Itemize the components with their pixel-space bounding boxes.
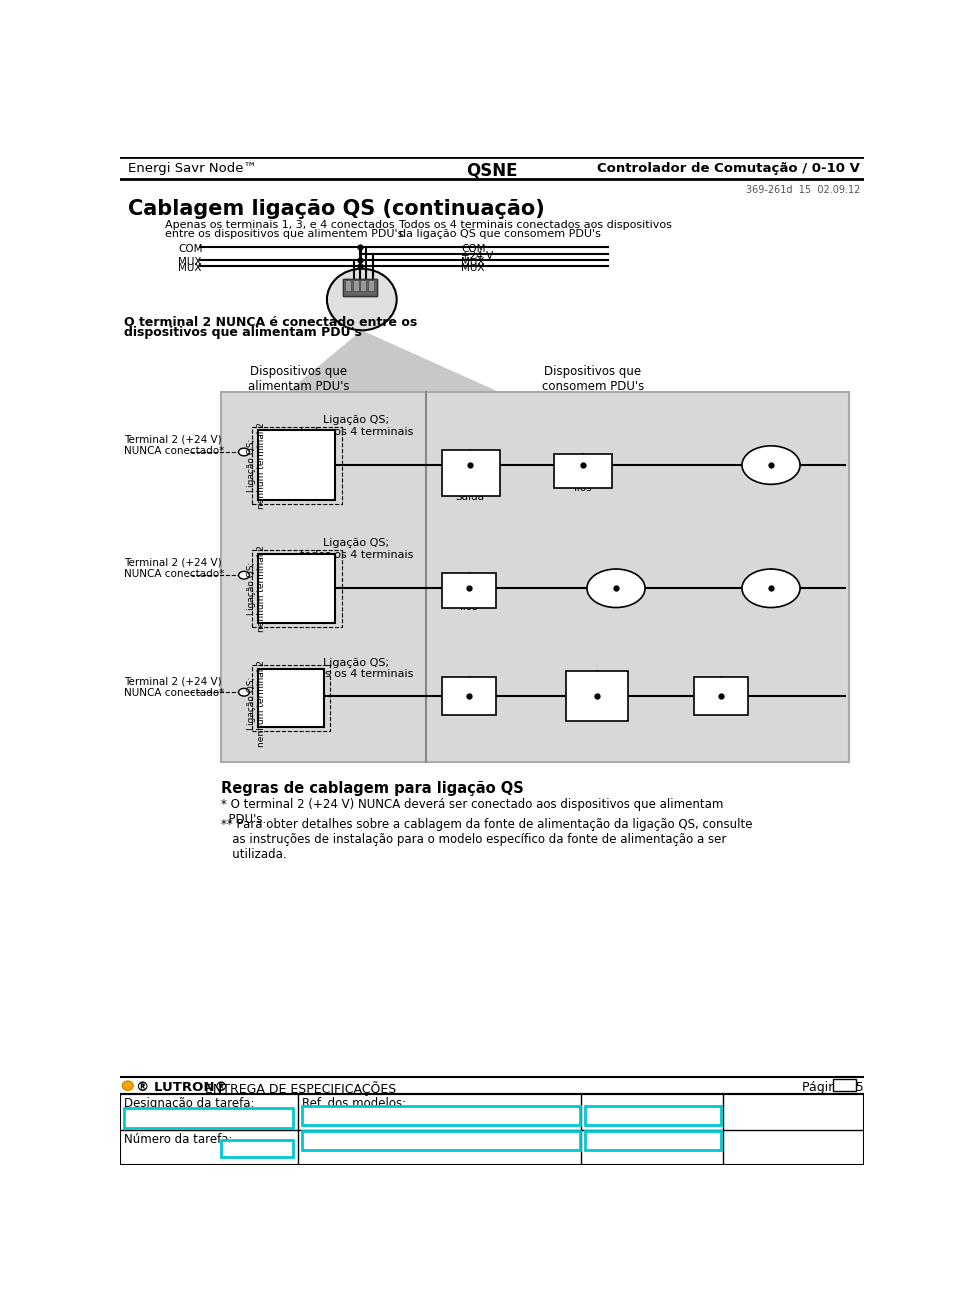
Text: 3: 3	[361, 281, 366, 291]
Bar	[368, 280, 374, 291]
Bar	[585, 1106, 721, 1124]
Text: MUX: MUX	[461, 263, 485, 274]
Text: MUX: MUX	[179, 257, 202, 267]
Bar	[368, 280, 374, 291]
Text: 3: 3	[360, 283, 366, 292]
Text: +24 V: +24 V	[461, 251, 493, 260]
Text: ** Para obter detalhes sobre a cablagem da fonte de alimentação da ligação QS, c: ** Para obter detalhes sobre a cablagem …	[221, 818, 753, 861]
Text: Ligação QS;
nenhum terminal 2: Ligação QS; nenhum terminal 2	[247, 660, 266, 747]
Bar	[345, 280, 351, 291]
Bar	[258, 431, 335, 500]
Text: Terminal 2 (+24 V)
NUNCA conectado*: Terminal 2 (+24 V) NUNCA conectado*	[124, 558, 224, 579]
Bar	[442, 573, 496, 607]
Ellipse shape	[742, 446, 800, 484]
Bar	[344, 279, 377, 296]
Text: Teclado
QS com
fios: Teclado QS com fios	[563, 459, 603, 493]
Bar	[302, 1131, 580, 1149]
Text: Interface
QS de
Entrada/
Saída: Interface QS de Entrada/ Saída	[447, 457, 493, 503]
Bar	[124, 1107, 293, 1128]
Text: MUX: MUX	[179, 263, 202, 274]
Text: Número da tarefa:: Número da tarefa:	[124, 1134, 232, 1147]
Bar	[252, 665, 330, 730]
Polygon shape	[283, 330, 508, 395]
Ellipse shape	[327, 268, 396, 330]
Bar	[252, 550, 342, 627]
Text: 2: 2	[353, 281, 358, 291]
Bar	[554, 453, 612, 488]
Text: QSM: QSM	[756, 458, 785, 471]
Text: Teclado
QS com
fios: Teclado QS com fios	[701, 683, 741, 716]
Text: Ref. dos modelos:: Ref. dos modelos:	[302, 1097, 406, 1110]
Text: MUX: MUX	[461, 257, 485, 267]
Text: entre os dispositivos que alimentem PDU's: entre os dispositivos que alimentem PDU'…	[165, 229, 403, 240]
Text: Cablagem ligação QS (continuação): Cablagem ligação QS (continuação)	[128, 199, 544, 219]
Bar	[360, 280, 367, 291]
Bar	[120, 1094, 864, 1165]
Text: Terminal 2 (+24 V)
NUNCA conectado*: Terminal 2 (+24 V) NUNCA conectado*	[124, 435, 224, 456]
Text: 1: 1	[346, 281, 350, 291]
Bar	[442, 677, 496, 715]
Text: QSM: QSM	[756, 581, 785, 594]
Bar	[221, 391, 849, 762]
Text: Ligação QS;
todos os 4 terminais: Ligação QS; todos os 4 terminais	[300, 538, 413, 560]
Bar	[833, 1079, 856, 1092]
Text: Ligação QS;
nenhum terminal 2: Ligação QS; nenhum terminal 2	[247, 545, 266, 632]
Text: dispositivos que alimentam PDU's: dispositivos que alimentam PDU's	[124, 326, 362, 339]
Text: Teclado
QS com
fios: Teclado QS com fios	[448, 579, 489, 613]
Bar	[345, 280, 351, 291]
Text: ® LUTRON®: ® LUTRON®	[136, 1081, 228, 1094]
Ellipse shape	[587, 569, 645, 607]
Bar	[258, 554, 335, 623]
Bar	[360, 280, 367, 291]
Text: QSNE: QSNE	[467, 162, 517, 179]
Text: ENTREGA DE ESPECIFICAÇÕES: ENTREGA DE ESPECIFICAÇÕES	[205, 1081, 396, 1096]
Text: Ligação de
potência
inteligente
QS **: Ligação de potência inteligente QS **	[263, 675, 319, 721]
Text: Ligação QS;
todos os 4 terminais: Ligação QS; todos os 4 terminais	[300, 415, 413, 437]
Text: 4: 4	[369, 281, 373, 291]
Bar	[693, 677, 748, 715]
Text: COM: COM	[179, 243, 203, 254]
Text: Dispositivo
Energi Savr
Node™: Dispositivo Energi Savr Node™	[264, 442, 332, 484]
Text: Interface
QS de
Entrada/
Saída: Interface QS de Entrada/ Saída	[573, 678, 620, 723]
Text: Todos os 4 terminais conectados aos dispositivos: Todos os 4 terminais conectados aos disp…	[399, 220, 672, 230]
Text: da ligação QS que consomem PDU's: da ligação QS que consomem PDU's	[399, 229, 601, 240]
Text: O terminal 2 NUNCA é conectado entre os: O terminal 2 NUNCA é conectado entre os	[124, 317, 418, 330]
Text: 369-261d  15  02.09.12: 369-261d 15 02.09.12	[746, 185, 860, 195]
Text: QSM: QSM	[602, 581, 631, 594]
Text: Teclado
QS com
fios: Teclado QS com fios	[448, 683, 489, 716]
Bar	[442, 450, 500, 496]
Bar	[352, 280, 359, 291]
Text: Designação da tarefa:: Designação da tarefa:	[124, 1097, 254, 1110]
Bar	[252, 427, 342, 504]
Bar	[344, 279, 377, 296]
Text: Controlador de Comutação / 0-10 V: Controlador de Comutação / 0-10 V	[597, 162, 860, 174]
Ellipse shape	[239, 571, 250, 579]
Bar	[221, 1140, 293, 1157]
Bar	[565, 672, 628, 721]
Text: Ligação QS;
todos os 4 terminais: Ligação QS; todos os 4 terminais	[300, 657, 413, 679]
Bar	[352, 280, 359, 291]
Text: Apenas os terminais 1, 3, e 4 conectados: Apenas os terminais 1, 3, e 4 conectados	[165, 220, 395, 230]
Text: 1: 1	[345, 283, 350, 292]
Text: COM: COM	[461, 243, 486, 254]
Ellipse shape	[122, 1081, 133, 1090]
Ellipse shape	[239, 448, 250, 456]
Text: Página 15: Página 15	[802, 1081, 864, 1094]
Text: 4: 4	[369, 283, 374, 292]
Text: Dispositivos que
alimentam PDU's: Dispositivos que alimentam PDU's	[248, 365, 349, 393]
Text: Energi Savr Node™: Energi Savr Node™	[128, 162, 256, 174]
Bar	[585, 1131, 721, 1149]
Text: Dispositivos que
consomem PDU's: Dispositivos que consomem PDU's	[541, 365, 644, 393]
Text: Dispositivo
Energi Savr
Node™: Dispositivo Energi Savr Node™	[264, 565, 332, 609]
Bar	[258, 669, 324, 726]
Text: Regras de cablagem para ligação QS: Regras de cablagem para ligação QS	[221, 780, 523, 796]
Text: 1  2  3  4: 1 2 3 4	[345, 292, 385, 301]
Text: * O terminal 2 (+24 V) NUNCA deverá ser conectado aos dispositivos que alimentam: * O terminal 2 (+24 V) NUNCA deverá ser …	[221, 797, 723, 826]
Ellipse shape	[239, 689, 250, 696]
Text: Ligação QS;
nenhum terminal 2: Ligação QS; nenhum terminal 2	[247, 421, 266, 508]
Text: Terminal 2 (+24 V)
NUNCA conectado*: Terminal 2 (+24 V) NUNCA conectado*	[124, 677, 224, 699]
Bar	[302, 1106, 580, 1124]
Ellipse shape	[742, 569, 800, 607]
Text: 2: 2	[352, 283, 358, 292]
